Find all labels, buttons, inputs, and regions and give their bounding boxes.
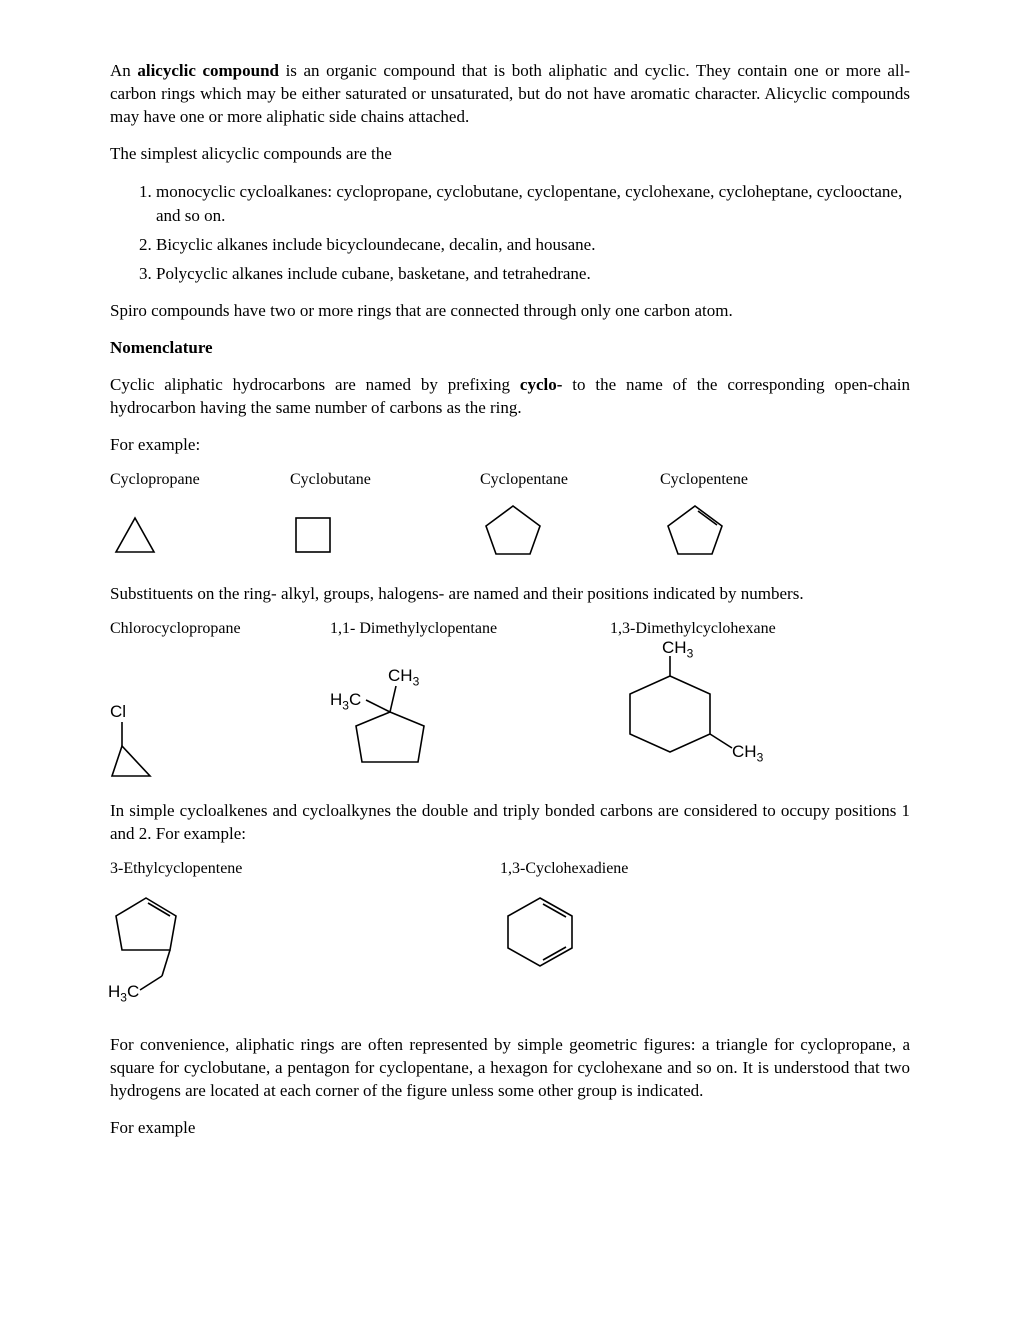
cyclopentane-icon [480, 502, 546, 556]
cyclobutane-icon [290, 512, 340, 556]
row2-labels: Chlorocyclopropane 1,1- Dimethylyclopent… [110, 620, 910, 638]
cyclopropane-icon [110, 512, 160, 556]
nomenclature-heading: Nomenclature [110, 337, 910, 360]
intro-p1: An alicyclic compound is an organic comp… [110, 60, 910, 129]
row1-structures [110, 507, 910, 561]
label-chlorocyclopropane: Chlorocyclopropane [110, 620, 330, 638]
label-cyclobutane: Cyclobutane [290, 471, 480, 489]
row3-labels: 3-Ethylcyclopentene 1,3-Cyclohexadiene [110, 860, 910, 878]
h3c-label-2: H3C [108, 982, 139, 1004]
label-dimethylcyclohexane: 1,3-Dimethylcyclohexane [610, 620, 910, 638]
h3c-label-1: H3C [330, 690, 361, 712]
simplest-list: monocyclic cycloalkanes: cyclopropane, c… [110, 180, 910, 287]
nomenclature-p1: Cyclic aliphatic hydrocarbons are named … [110, 374, 910, 420]
for-example-2: For example [110, 1117, 910, 1140]
label-ethylcyclopentene: 3-Ethylcyclopentene [110, 860, 500, 878]
substituents-p: Substituents on the ring- alkyl, groups,… [110, 583, 910, 606]
label-cyclopentene: Cyclopentene [660, 471, 910, 489]
for-example-1: For example: [110, 434, 910, 457]
ch3-label-2: CH3 [662, 638, 693, 660]
label-cyclopentane: Cyclopentane [480, 471, 660, 489]
chlorocyclopropane-icon [110, 680, 170, 780]
intro-p2: The simplest alicyclic compounds are the [110, 143, 910, 166]
label-dimethylcyclopentane: 1,1- Dimethylyclopentane [330, 620, 610, 638]
ch3-label-1: CH3 [388, 666, 419, 688]
spiro-p: Spiro compounds have two or more rings t… [110, 300, 910, 323]
nomenclature-p1-a: Cyclic aliphatic hydrocarbons are named … [110, 375, 520, 394]
page: An alicyclic compound is an organic comp… [0, 0, 1020, 1320]
list-item: Polycyclic alkanes include cubane, baske… [156, 262, 910, 287]
list-item: monocyclic cycloalkanes: cyclopropane, c… [156, 180, 910, 229]
row1-labels: Cyclopropane Cyclobutane Cyclopentane Cy… [110, 471, 910, 489]
label-cyclopropane: Cyclopropane [110, 471, 290, 489]
term-alicyclic: alicyclic compound [137, 61, 279, 80]
doublebond-p: In simple cycloalkenes and cycloalkynes … [110, 800, 910, 846]
cyclo-prefix: cyclo- [520, 375, 562, 394]
cyclopentene-icon [660, 500, 730, 556]
ch3-label-3: CH3 [732, 742, 763, 764]
row2-structures: Cl H3C CH3 [110, 650, 910, 780]
cyclohexadiene-icon [500, 892, 580, 972]
list-item: Bicyclic alkanes include bicycloundecane… [156, 233, 910, 258]
row3-structures: H3C [110, 892, 910, 1012]
shapes-p: For convenience, aliphatic rings are oft… [110, 1034, 910, 1103]
label-cyclohexadiene: 1,3-Cyclohexadiene [500, 860, 910, 878]
